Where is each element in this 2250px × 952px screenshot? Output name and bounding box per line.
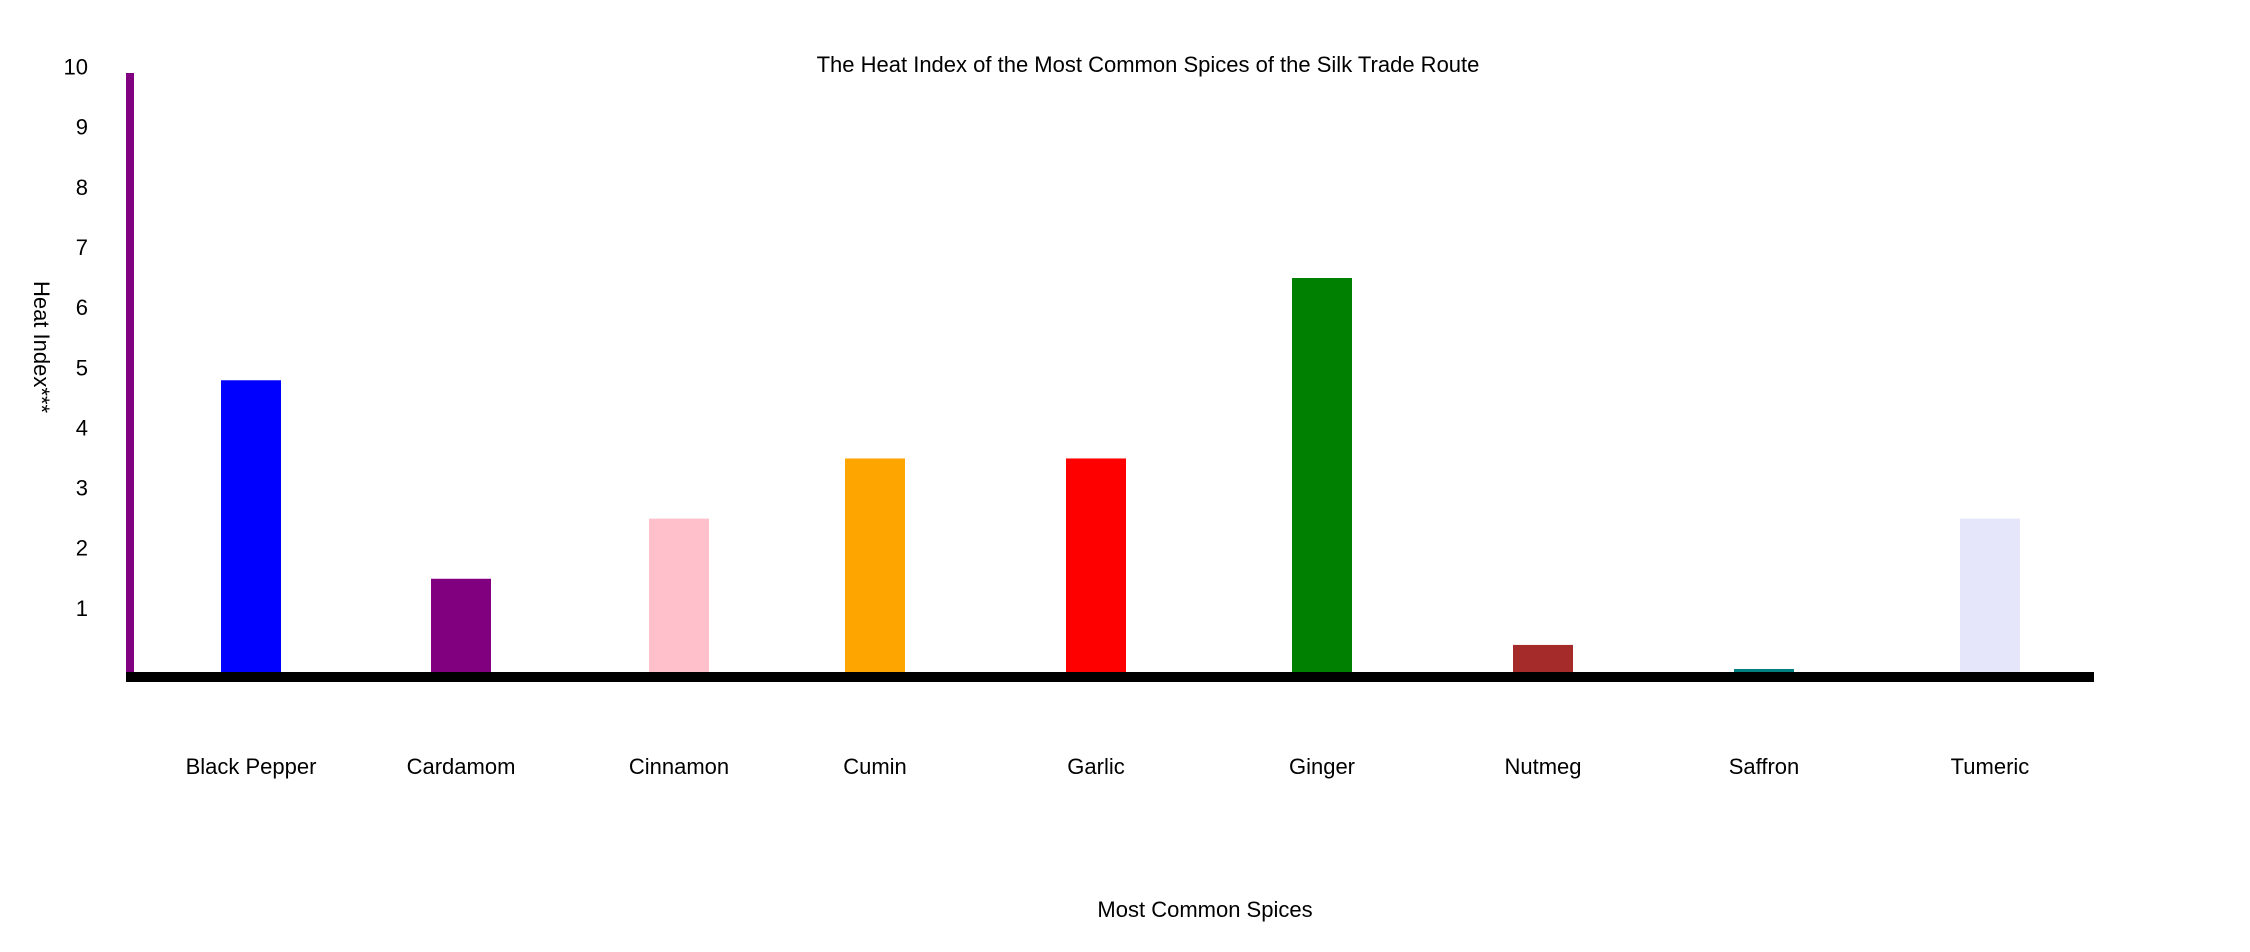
y-ticks-layer: 1 2 3 4 5 6 7 8 9 10 — [64, 55, 88, 621]
bars-layer — [221, 278, 2020, 675]
y-tick-label: 8 — [76, 175, 88, 200]
y-tick-label: 1 — [76, 596, 88, 621]
y-tick-label: 6 — [76, 295, 88, 320]
y-tick-label: 3 — [76, 476, 88, 501]
y-tick-label: 10 — [64, 55, 88, 80]
x-tick-label: Black Pepper — [186, 754, 317, 779]
bar-cardamom — [431, 578, 491, 675]
x-tick-label: Garlic — [1067, 754, 1124, 779]
y-tick-label: 7 — [76, 235, 88, 260]
y-tick-label: 4 — [76, 415, 88, 440]
x-tick-label: Tumeric — [1951, 754, 2030, 779]
x-axis-line — [126, 672, 2094, 682]
y-tick-label: 5 — [76, 355, 88, 380]
x-tick-label: Cumin — [843, 754, 907, 779]
y-axis-line — [126, 73, 134, 681]
x-tick-label: Cardamom — [407, 754, 516, 779]
y-tick-label: 9 — [76, 115, 88, 140]
x-tick-label: Saffron — [1729, 754, 1800, 779]
x-tick-label: Nutmeg — [1504, 754, 1581, 779]
x-axis-label: Most Common Spices — [1097, 897, 1312, 922]
bar-tumeric — [1960, 518, 2020, 675]
bar-garlic — [1066, 458, 1126, 675]
bar-cumin — [845, 458, 905, 675]
x-tick-label: Cinnamon — [629, 754, 729, 779]
y-axis-label: Heat Index*** — [29, 281, 54, 414]
bar-nutmeg — [1513, 644, 1573, 675]
bar-ginger — [1292, 278, 1352, 675]
x-tick-label: Ginger — [1289, 754, 1355, 779]
bar-black-pepper — [221, 380, 281, 675]
bar-cinnamon — [649, 518, 709, 675]
chart-title: The Heat Index of the Most Common Spices… — [817, 52, 1480, 77]
y-tick-label: 2 — [76, 536, 88, 561]
bar-saffron — [1734, 668, 1794, 675]
x-ticks-layer: Black Pepper Cardamom Cinnamon Cumin Garlic G… — [186, 754, 2030, 779]
